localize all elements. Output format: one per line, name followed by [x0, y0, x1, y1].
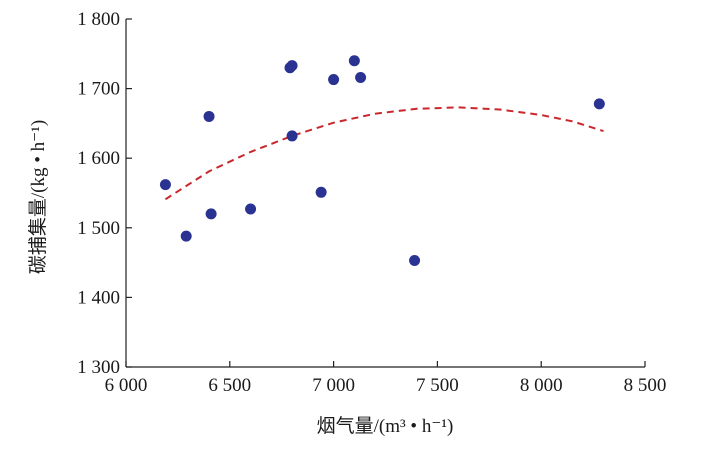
data-point	[245, 203, 257, 215]
y-axis-title: 碳捕集量/(kg • h⁻¹)	[27, 120, 49, 274]
x-tick-label: 8 000	[520, 375, 563, 396]
x-tick-label: 6 000	[105, 375, 148, 396]
data-point	[593, 98, 605, 110]
x-tick-label: 8 500	[624, 375, 667, 396]
data-point	[286, 60, 298, 72]
data-points-layer	[159, 55, 605, 267]
axes: 1 300 1 400 1 500 1 600 1 700 1 800 6 000 6 500…	[77, 9, 666, 396]
data-point	[355, 71, 367, 83]
fit-curve-layer	[164, 106, 604, 201]
data-point	[205, 208, 217, 220]
y-tick-label: 1 300	[77, 357, 120, 378]
data-point	[286, 130, 298, 142]
data-point	[315, 186, 327, 198]
data-point	[180, 230, 192, 242]
data-point	[159, 179, 171, 191]
y-tick-label: 1 600	[77, 148, 120, 169]
x-axis-title: 烟气量/(m³ • h⁻¹)	[317, 415, 454, 437]
fit-curve	[164, 106, 604, 201]
y-tick-label: 1 700	[77, 79, 120, 100]
x-tick-label: 6 500	[208, 375, 251, 396]
data-point	[328, 74, 340, 86]
y-tick-label: 1 400	[77, 287, 120, 308]
x-tick-label: 7 500	[416, 375, 459, 396]
data-point	[409, 255, 421, 267]
y-tick-label: 1 800	[77, 9, 120, 30]
x-tick-label: 7 000	[312, 375, 355, 396]
y-tick-label: 1 500	[77, 218, 120, 239]
data-point	[348, 55, 360, 67]
data-point	[203, 110, 215, 122]
